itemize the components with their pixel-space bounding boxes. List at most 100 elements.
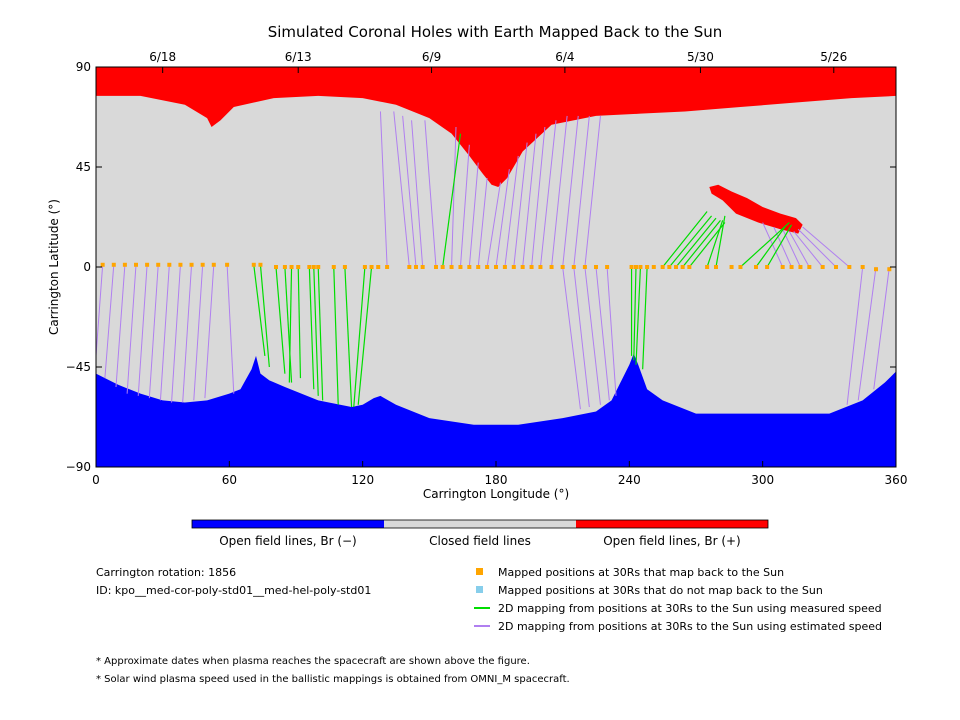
mapped-position-point <box>738 265 743 269</box>
mapped-position-point <box>605 265 610 269</box>
x-tick-label: 180 <box>485 473 508 487</box>
measured-mapping-line <box>706 220 724 268</box>
mapped-position-point <box>407 265 412 269</box>
mapped-position-point <box>331 265 336 269</box>
measured-mapping-line <box>353 266 366 408</box>
x-tick-label: 120 <box>351 473 374 487</box>
estimated-mapping-line <box>393 111 410 268</box>
legend-entry-label: Mapped positions at 30Rs that do not map… <box>498 584 823 597</box>
mapped-position-point <box>251 262 256 267</box>
x-tick-label: 240 <box>618 473 641 487</box>
measured-mapping-line <box>642 266 648 370</box>
mapped-position-point <box>502 265 507 269</box>
date-tick-label: 5/26 <box>820 50 847 64</box>
mapped-position-point <box>780 265 785 269</box>
measured-mapping-line <box>317 266 324 401</box>
mapped-position-point <box>289 265 294 269</box>
estimated-mapping-line <box>513 142 528 268</box>
date-tick-label: 6/13 <box>285 50 312 64</box>
measured-mapping-line <box>253 264 266 356</box>
mapped-position-point <box>211 262 216 267</box>
x-axis-ticks: 0 60 120 180 240 300 360 <box>92 461 907 487</box>
carrington-rotation-text: Carrington rotation: 1856 <box>96 566 237 579</box>
estimated-mapping-line <box>495 169 510 268</box>
estimated-mapping-line <box>797 228 837 268</box>
mapped-position-point <box>476 265 481 269</box>
estimated-mapping-line <box>846 266 864 405</box>
measured-speed-mapping-lines <box>253 133 793 408</box>
mapped-position-point <box>414 265 418 269</box>
estimated-mapping-line <box>193 264 204 401</box>
low-latitude-positive-coronal-hole <box>709 184 803 234</box>
estimated-mapping-line <box>137 264 148 396</box>
measured-mapping-line <box>313 266 319 396</box>
estimated-mapping-line <box>857 266 877 401</box>
mapped-position-point <box>674 265 678 269</box>
mapped-position-point <box>667 265 672 269</box>
mapped-position-point <box>687 265 692 269</box>
colorbar-segment <box>192 520 384 528</box>
colorbar-label: Open field lines, Br (+) <box>603 534 741 548</box>
estimated-speed-mapping-lines <box>95 111 890 410</box>
mapped-position-point <box>860 265 865 269</box>
estimated-mapping-line <box>402 115 417 268</box>
estimated-mapping-line <box>95 264 104 356</box>
legend-entry-label: 2D mapping from positions at 30Rs to the… <box>498 602 882 615</box>
measured-mapping-line <box>284 266 293 383</box>
y-tick-label: −45 <box>66 360 91 374</box>
estimated-mapping-line <box>539 120 557 268</box>
mapped-position-point <box>807 265 812 269</box>
footnote-speed-source: * Solar wind plasma speed used in the ba… <box>96 674 570 685</box>
measured-mapping-line <box>635 266 642 365</box>
mapped-position-point <box>134 262 138 267</box>
mapped-position-point <box>494 265 498 269</box>
legend-entry-label: 2D mapping from positions at 30Rs to the… <box>498 620 882 633</box>
mapped-position-point <box>754 265 758 269</box>
mapped-position-point <box>156 262 161 267</box>
mapped-position-point <box>376 265 381 269</box>
estimated-mapping-line <box>159 264 170 401</box>
mapped-position-point <box>874 267 878 272</box>
estimated-mapping-line <box>606 266 617 396</box>
x-tick-label: 300 <box>751 473 774 487</box>
measured-mapping-line <box>297 266 302 379</box>
mapped-position-point <box>362 265 367 269</box>
measured-mapping-line <box>442 133 462 268</box>
north-positive-coronal-hole <box>96 67 896 187</box>
mapped-position-point <box>122 262 127 267</box>
mapped-position-point <box>111 262 116 267</box>
estimated-mapping-line <box>379 111 388 268</box>
mapped-position-point <box>651 265 656 269</box>
estimated-mapping-line <box>182 264 193 403</box>
measured-mapping-line <box>740 222 790 268</box>
mapped-position-point <box>258 262 263 267</box>
mapped-position-point <box>645 265 650 269</box>
mapped-position-point <box>167 262 172 267</box>
estimated-mapping-line <box>802 226 850 268</box>
estimated-mapping-line <box>424 120 437 268</box>
estimated-mapping-line <box>504 155 519 268</box>
mapped-position-point <box>847 265 852 269</box>
y-tick-label: −90 <box>66 460 91 474</box>
mapped-position-point <box>765 265 770 269</box>
y-tick-label: 45 <box>76 160 91 174</box>
measured-mapping-line <box>357 266 373 405</box>
y-axis-ticks: −90 −45 0 45 90 <box>66 60 896 474</box>
mapped-position-point <box>178 262 183 267</box>
mapped-position-point <box>660 265 665 269</box>
colorbar-segment <box>384 520 576 528</box>
legend-marker-square <box>476 586 483 593</box>
date-tick-label: 6/18 <box>149 50 176 64</box>
estimated-mapping-line <box>562 266 581 410</box>
mapped-position-point <box>634 265 638 269</box>
mapped-position-point <box>714 265 718 269</box>
x-axis-label: Carrington Longitude (°) <box>423 487 569 501</box>
estimated-mapping-line <box>171 264 181 403</box>
measured-mapping-line <box>275 266 286 374</box>
estimated-mapping-line <box>411 120 424 268</box>
mapped-position-point <box>485 265 490 269</box>
mapped-position-point <box>316 265 321 269</box>
y-tick-label: 90 <box>76 60 91 74</box>
chart-title: Simulated Coronal Holes with Earth Mappe… <box>268 23 723 41</box>
measured-mapping-line <box>682 219 721 268</box>
